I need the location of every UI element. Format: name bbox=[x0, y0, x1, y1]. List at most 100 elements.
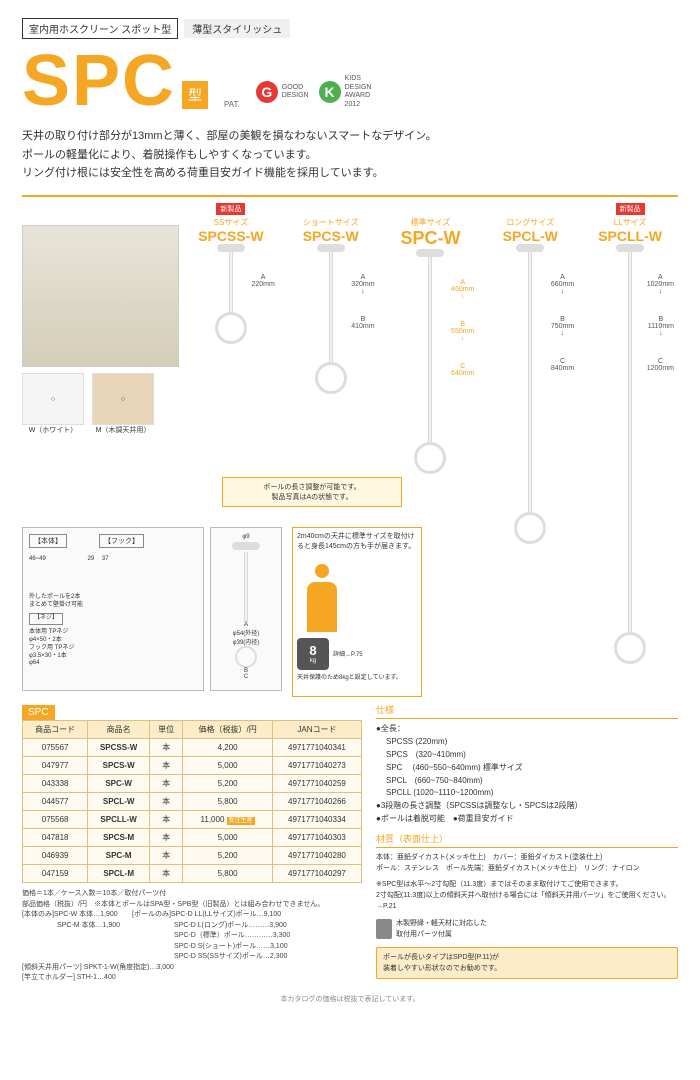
color-swatches: ○ W（ホワイト） ○ M（木調天井用） bbox=[22, 373, 179, 435]
size-model: SPCL-W bbox=[482, 228, 578, 244]
table-cell: SPCSS-W bbox=[88, 739, 150, 757]
pole-graphic bbox=[514, 244, 546, 544]
table-cell: SPCS-M bbox=[88, 829, 150, 847]
sd5: [傾斜天井用パーツ] SPKT-1-W(角度指定)…3,000 bbox=[22, 963, 362, 974]
dim-marker: B1110mm↓ bbox=[648, 316, 674, 337]
spec-heading: 仕様 bbox=[376, 703, 678, 719]
table-cell: SPC-W bbox=[88, 775, 150, 793]
table-cell: 075568 bbox=[23, 811, 88, 829]
dim-marker: A320mm↓ bbox=[351, 274, 374, 295]
table-cell: SPCLL-W bbox=[88, 811, 150, 829]
table-cell: 4971771040341 bbox=[272, 739, 361, 757]
dim-marker: C1200mm bbox=[647, 358, 674, 372]
spec-note: ※SPC型は水平〜2寸勾配（11.3度）まではそのまま取付けてご使用できます。 … bbox=[376, 879, 678, 913]
body-diagram: 【本体】 【フック】 46~49 29 37 外したポールを2本 まとめて壁掛け… bbox=[22, 527, 204, 691]
product-title: SPC bbox=[22, 45, 176, 117]
size-col: 標準サイズSPC-WA460mm↓B550mm↓C640mm bbox=[383, 203, 479, 689]
table-cell: 046939 bbox=[23, 847, 88, 865]
table-header: 商品コード bbox=[23, 721, 88, 739]
table-cell: 4971771040297 bbox=[272, 865, 361, 883]
table-cell: 本 bbox=[150, 847, 183, 865]
size-label: ロングサイズ bbox=[482, 217, 578, 228]
table-cell: 5,800 bbox=[183, 865, 273, 883]
category-main: 室内用ホスクリーン スポット型 bbox=[22, 18, 178, 39]
person-icon bbox=[297, 552, 347, 632]
dim-marker: C840mm bbox=[551, 358, 574, 372]
wood-parts: 木製野縁・軽天材に対応した 取付用パーツ付属 bbox=[376, 918, 678, 940]
good-design-icon: G bbox=[256, 81, 278, 103]
hook-label: 【フック】 bbox=[99, 534, 144, 548]
spec-table: 商品コード商品名単位価格（税抜）/円JANコード 075567SPCSS-W本4… bbox=[22, 720, 362, 883]
material: 本体：亜鉛ダイカスト(メッキ仕上) カバー：亜鉛ダイカスト(塗装仕上) ポール：… bbox=[376, 852, 678, 874]
material-heading: 材質（表面仕上） bbox=[376, 832, 678, 848]
lead-3: リング付け根には安全性を高める荷重目安ガイド機能を採用しています。 bbox=[22, 164, 678, 183]
swatch-w-label: W（ホワイト） bbox=[22, 425, 84, 435]
spec-guide: ●荷重目安ガイド bbox=[453, 814, 514, 823]
screw-label: 【ネジ】 bbox=[29, 613, 63, 625]
pole-graphic bbox=[315, 244, 347, 394]
table-cell: 4971771040280 bbox=[272, 847, 361, 865]
dim: φ9 bbox=[217, 534, 275, 540]
table-row: 044577SPCL-W本5,8004971771040266 bbox=[23, 793, 362, 811]
table-cell: 4971771040266 bbox=[272, 793, 361, 811]
swatch-m-label: M（木調天井用） bbox=[92, 425, 154, 435]
size-label: ショートサイズ bbox=[283, 217, 379, 228]
title-row: SPC 型 PAT. G GOOD DESIGN K KIDS DESIGN A… bbox=[22, 45, 678, 117]
dim-marker: B410mm bbox=[351, 316, 374, 330]
award-badges: G GOOD DESIGN K KIDS DESIGN AWARD 2012 bbox=[256, 75, 372, 109]
size-col: 新製品 LLサイズSPCLL-WA1020mm↓B1110mm↓C1200mm bbox=[582, 203, 678, 689]
screw1: 本体用 TPネジ φ4×50・2本 bbox=[29, 629, 197, 645]
new-tag: 新製品 bbox=[616, 203, 645, 215]
spec-table-section: SPC 商品コード商品名単位価格（税抜）/円JANコード 075567SPCSS… bbox=[22, 705, 362, 883]
wood-icon bbox=[376, 919, 392, 939]
product-photo bbox=[22, 225, 179, 367]
swatch-wood: ○ bbox=[92, 373, 154, 425]
table-cell: 本 bbox=[150, 793, 183, 811]
dim-marker: A220mm bbox=[251, 274, 274, 288]
pole-graphic bbox=[414, 249, 446, 474]
adjust-l2: 製品写真はAの状態です。 bbox=[227, 492, 397, 502]
diagrams: 【本体】 【フック】 46~49 29 37 外したポールを2本 まとめて壁掛け… bbox=[22, 527, 282, 697]
bottom-text: ポールが長いタイプはSPD型(P.11)が 装着しやすい形状なのでお勧めです。 bbox=[383, 952, 671, 974]
table-cell: 本 bbox=[150, 829, 183, 847]
category-bar: 室内用ホスクリーン スポット型 薄型スタイリッシュ bbox=[22, 18, 678, 39]
adjust-callout: ポールの長さ調整が可能です。 製品写真はAの状態です。 bbox=[222, 477, 402, 507]
table-cell: 047159 bbox=[23, 865, 88, 883]
new-tag: 新製品 bbox=[216, 203, 245, 215]
spec-details: 価格＝1本／ケース入数＝10本／取付パーツ付 部品価格（税抜）/円 ※本体とポー… bbox=[22, 889, 362, 984]
spec-side: 仕様 ●全長： SPCSS (220mm) SPCS (320~410mm) S… bbox=[376, 697, 678, 984]
table-header: 商品名 bbox=[88, 721, 150, 739]
table-header: 単位 bbox=[150, 721, 183, 739]
size-model: SPCLL-W bbox=[582, 228, 678, 244]
title-suffix: 型 bbox=[182, 81, 208, 109]
dim: φ54(外径) bbox=[217, 628, 275, 637]
table-row: 043338SPC-W本5,2004971771040259 bbox=[23, 775, 362, 793]
table-cell: 本 bbox=[150, 739, 183, 757]
table-cell: 4971771040303 bbox=[272, 829, 361, 847]
sd3: [本体のみ]SPC-W 本体…1,900 SPC-M 本体…1,900 bbox=[22, 910, 120, 963]
size-model: SPC-W bbox=[383, 228, 479, 249]
table-cell: 本 bbox=[150, 811, 183, 829]
lead-1: 天井の取り付け部分が13mmと薄く、部屋の美観を損なわないスマートなデザイン。 bbox=[22, 127, 678, 146]
dim-marker: C640mm bbox=[451, 363, 474, 377]
table-title: SPC bbox=[22, 705, 55, 720]
category-sub: 薄型スタイリッシュ bbox=[184, 19, 290, 38]
table-cell: 047818 bbox=[23, 829, 88, 847]
size-model: SPCS-W bbox=[283, 228, 379, 244]
table-cell: 5,000 bbox=[183, 757, 273, 775]
table-cell: 5,800 bbox=[183, 793, 273, 811]
table-cell: 4971771040334 bbox=[272, 811, 361, 829]
table-cell: 本 bbox=[150, 865, 183, 883]
size-label: 標準サイズ bbox=[383, 217, 479, 228]
lead-text: 天井の取り付け部分が13mmと薄く、部屋の美観を損なわないスマートなデザイン。 … bbox=[22, 127, 678, 183]
table-row: 047159SPCL-M本5,8004971771040297 bbox=[23, 865, 362, 883]
hook-note: 外したポールを2本 まとめて壁掛け可能 bbox=[29, 594, 197, 610]
table-cell: SPCS-W bbox=[88, 757, 150, 775]
dim-marker: A460mm↓ bbox=[451, 279, 474, 300]
footer-note: 本カタログの価格は税抜で表記しています。 bbox=[22, 994, 678, 1004]
wood-text: 木製野縁・軽天材に対応した 取付用パーツ付属 bbox=[396, 918, 487, 940]
dim-marker: A660mm↓ bbox=[551, 274, 574, 295]
size-label: SSサイズ bbox=[183, 217, 279, 228]
table-cell: 4,200 bbox=[183, 739, 273, 757]
table-cell: SPC-M bbox=[88, 847, 150, 865]
